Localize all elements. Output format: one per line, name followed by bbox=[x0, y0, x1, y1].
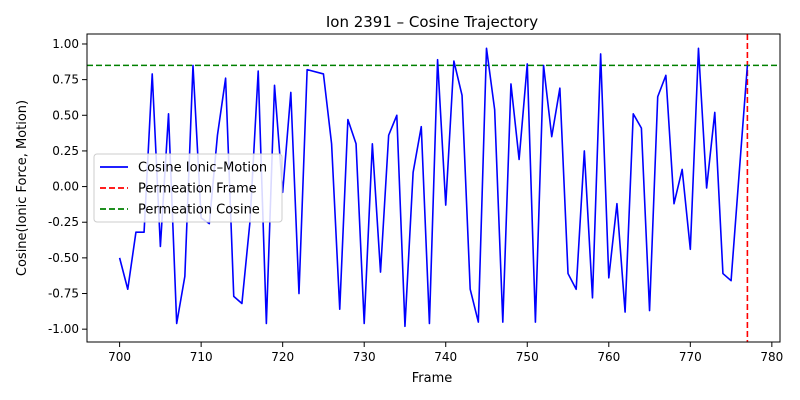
y-tick-label: 1.00 bbox=[52, 37, 79, 51]
y-axis-title: Cosine(Ionic Force, Motion) bbox=[15, 100, 30, 276]
y-tick-label: 0.25 bbox=[52, 144, 79, 158]
y-tick-label: -1.00 bbox=[48, 322, 79, 336]
y-tick-label: -0.50 bbox=[48, 251, 79, 265]
x-tick-label: 750 bbox=[516, 350, 539, 364]
x-tick-label: 770 bbox=[679, 350, 702, 364]
y-tick-label: 0.50 bbox=[52, 108, 79, 122]
y-tick-label: -0.25 bbox=[48, 215, 79, 229]
y-axis: -1.00 -0.75 -0.50 -0.25 0.00 0.25 0.50 0.75 1.00 bbox=[48, 37, 87, 336]
y-tick-label: -0.75 bbox=[48, 287, 79, 301]
x-tick-label: 700 bbox=[108, 350, 131, 364]
plot-frame bbox=[86, 33, 781, 343]
x-tick-label: 720 bbox=[271, 350, 294, 364]
chart-title: Ion 2391 – Cosine Trajectory bbox=[326, 13, 538, 31]
series-line-cosine bbox=[118, 47, 749, 328]
x-axis-title: Frame bbox=[412, 371, 453, 386]
x-tick-label: 760 bbox=[597, 350, 620, 364]
x-tick-label: 730 bbox=[353, 350, 376, 364]
legend-label: Permeation Frame bbox=[138, 182, 257, 197]
legend-label: Cosine Ionic–Motion bbox=[138, 161, 267, 176]
x-axis: 700 710 720 730 740 750 760 770 780 bbox=[108, 342, 783, 364]
y-tick-label: 0.75 bbox=[52, 73, 79, 87]
x-tick-label: 710 bbox=[190, 350, 213, 364]
legend-box bbox=[93, 153, 283, 223]
y-tick-label: 0.00 bbox=[52, 180, 79, 194]
x-tick-label: 780 bbox=[760, 350, 783, 364]
legend: Cosine Ionic–Motion Permeation Frame Perme… bbox=[93, 153, 283, 223]
x-tick-label: 740 bbox=[434, 350, 457, 364]
legend-label: Permeation Cosine bbox=[138, 203, 260, 218]
plot-area bbox=[86, 33, 781, 343]
